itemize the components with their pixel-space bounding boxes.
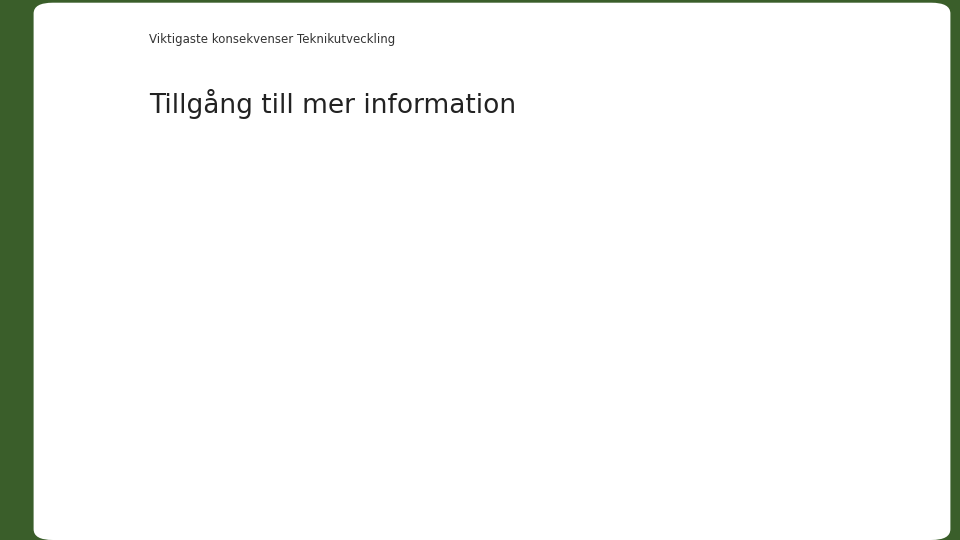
Text: Norrevo Fastigheter: Norrevo Fastigheter bbox=[100, 415, 207, 426]
Bar bbox=[73, 483, 90, 495]
Bar bbox=[384, 413, 452, 428]
Text: Tekniska kontoret: Tekniska kontoret bbox=[100, 323, 195, 334]
Bar bbox=[384, 390, 531, 405]
Bar bbox=[384, 275, 515, 291]
Text: Bygg- och miljökontoret: Bygg- och miljökontoret bbox=[100, 209, 230, 219]
Bar bbox=[73, 162, 90, 174]
Text: Kultur- och fritidskontoret: Kultur- och fritidskontoret bbox=[100, 255, 238, 265]
Bar bbox=[73, 415, 90, 427]
Text: Andel i procent: Andel i procent bbox=[818, 124, 907, 137]
Text: Tillgång till mer information: Tillgång till mer information bbox=[149, 89, 516, 119]
Text: Arbetsmarknads- och vuxenutb.: Arbetsmarknads- och vuxenutb. bbox=[100, 186, 275, 196]
Bar bbox=[384, 344, 499, 359]
Text: Upplev Norrköping: Upplev Norrköping bbox=[100, 507, 202, 517]
Bar bbox=[384, 160, 541, 176]
Bar bbox=[384, 367, 614, 382]
Bar bbox=[73, 392, 90, 403]
Text: Vård- och omsorgskontoret: Vård- och omsorgskontoret bbox=[100, 369, 247, 381]
Text: Norrköping Science Park: Norrköping Science Park bbox=[100, 438, 233, 449]
Bar bbox=[73, 346, 90, 357]
Bar bbox=[384, 321, 572, 336]
Bar bbox=[73, 231, 90, 243]
Text: Norrköping Visualisering: Norrköping Visualisering bbox=[100, 484, 232, 495]
Bar bbox=[73, 277, 90, 289]
Bar bbox=[73, 461, 90, 472]
Bar bbox=[73, 185, 90, 197]
Bar bbox=[73, 507, 90, 518]
Bar bbox=[73, 300, 90, 312]
Bar bbox=[73, 254, 90, 266]
Text: Utbildningskontoret: Utbildningskontoret bbox=[100, 347, 207, 357]
Bar bbox=[384, 206, 557, 221]
Bar bbox=[384, 230, 567, 245]
Bar bbox=[384, 252, 457, 267]
Bar bbox=[73, 369, 90, 381]
Bar bbox=[73, 437, 90, 449]
Text: Viktigaste konsekvenser Teknikutveckling: Viktigaste konsekvenser Teknikutveckling bbox=[149, 33, 396, 46]
Bar bbox=[384, 184, 499, 199]
Bar bbox=[384, 298, 572, 313]
Text: Stadsbyggnadskontoret: Stadsbyggnadskontoret bbox=[100, 301, 229, 311]
Text: Kommunstyrelsens kontor: Kommunstyrelsens kontor bbox=[100, 232, 242, 242]
Bar bbox=[73, 208, 90, 220]
Text: Hyresbostäder: Hyresbostäder bbox=[100, 393, 180, 403]
Bar bbox=[73, 323, 90, 335]
Text: Socialkontoret: Socialkontoret bbox=[100, 278, 178, 288]
Text: ⚙: ⚙ bbox=[84, 37, 104, 57]
Circle shape bbox=[64, 17, 124, 77]
Bar bbox=[384, 459, 457, 474]
Text: Totalt resultat: Totalt resultat bbox=[100, 163, 174, 173]
Text: Norrköping Vatten och Avfall: Norrköping Vatten och Avfall bbox=[100, 461, 255, 471]
Bar bbox=[384, 436, 473, 451]
